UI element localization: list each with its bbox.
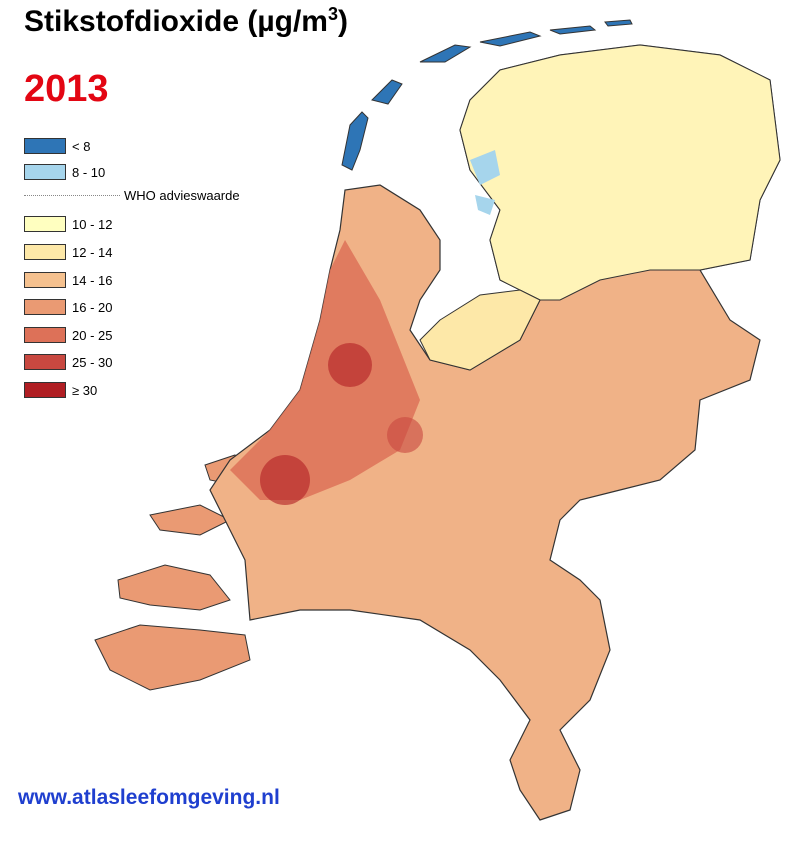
legend-label: 12 - 14 [72,244,113,260]
legend-swatch [24,354,66,370]
legend-item: 14 - 16 [24,271,112,289]
url: www.atlasleefomgeving.nl [18,786,280,809]
legend-label: ≥ 30 [72,382,98,398]
legend-label: 14 - 16 [72,272,113,288]
title-superscript: 3 [327,4,338,24]
legend-label: < 8 [72,138,91,154]
lakes [470,150,500,215]
legend-swatch [24,299,66,315]
who-dotted-line [24,195,120,196]
year: 2013 [24,68,109,110]
title-end: ) [338,5,348,38]
north-region [459,44,781,301]
legend-label: 20 - 25 [72,327,113,343]
legend-item: ≥ 30 [24,381,97,399]
legend-item: 10 - 12 [24,215,112,233]
legend-item: 20 - 25 [24,326,112,344]
legend-swatch [24,244,66,260]
legend-item: 8 - 10 [24,163,105,181]
who-label: WHO advieswaarde [124,188,240,203]
title: Stikstofdioxide (µg/m3) [24,4,348,39]
randstad [230,240,420,500]
legend-label: 10 - 12 [72,216,113,232]
legend-item: < 8 [24,137,90,155]
flevoland [419,289,541,371]
who-line: WHO advieswaarde [24,188,254,203]
legend-label: 16 - 20 [72,299,113,315]
legend-label: 8 - 10 [72,164,106,180]
legend-swatch [24,216,66,232]
rotterdam [260,455,310,505]
legend-swatch [24,138,66,154]
legend-item: 12 - 14 [24,243,112,261]
amsterdam [328,343,372,387]
legend-swatch [24,164,66,180]
wadden-islands [341,19,633,171]
legend-swatch [24,272,66,288]
legend-item: 25 - 30 [24,353,112,371]
legend-label: 25 - 30 [72,354,113,370]
utrecht [387,417,423,453]
legend-swatch [24,327,66,343]
legend-swatch [24,382,66,398]
legend-item: 16 - 20 [24,298,112,316]
title-text: Stikstofdioxide (µg/m [24,5,328,38]
